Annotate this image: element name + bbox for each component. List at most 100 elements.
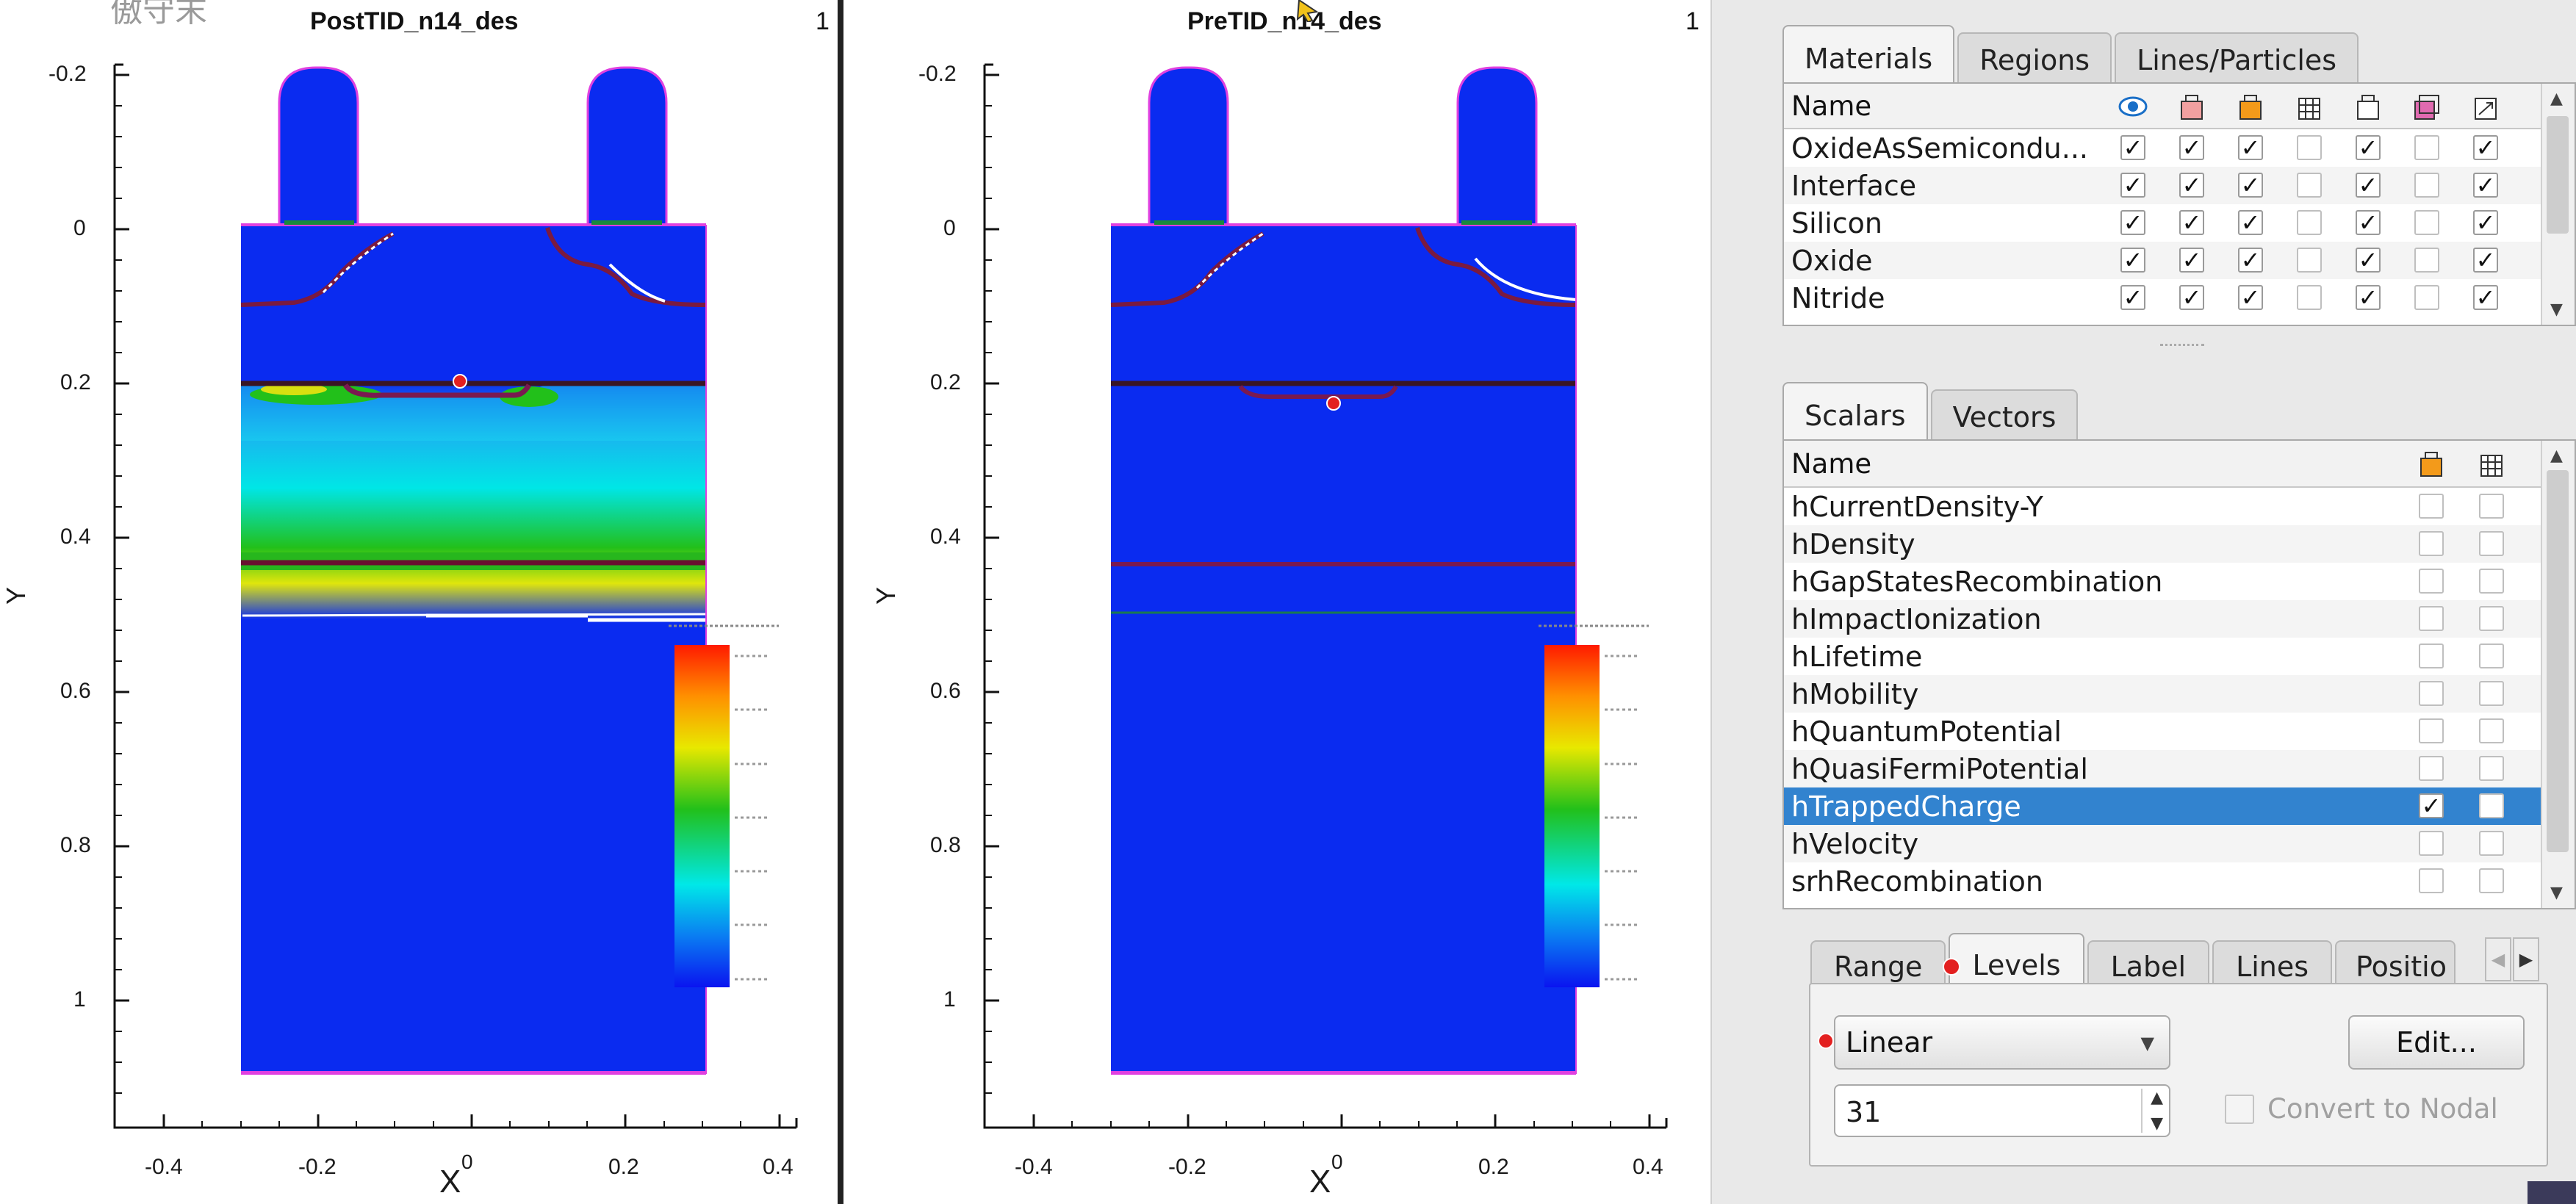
outline-box-icon[interactable] [2353, 91, 2383, 122]
list-item[interactable]: hTrappedCharge ✓ [1784, 787, 2575, 825]
list-item[interactable]: Silicon [1784, 204, 2575, 242]
scalar-checkbox[interactable] [2479, 606, 2504, 631]
scale-select[interactable]: Linear ▼ [1834, 1015, 2170, 1070]
scalar-checkbox[interactable] [2479, 644, 2504, 668]
arrow-box-icon[interactable] [2470, 91, 2501, 122]
list-item[interactable]: hImpactIonization [1784, 600, 2575, 638]
list-item[interactable]: hLifetime [1784, 638, 2575, 675]
scalar-checkbox[interactable]: ✓ [2419, 793, 2444, 818]
tab-scalars[interactable]: Scalars [1782, 382, 1928, 445]
material-visibility-checkbox[interactable]: ✓ [2238, 210, 2263, 235]
scalar-checkbox[interactable] [2419, 718, 2444, 743]
material-visibility-checkbox[interactable]: ✓ [2179, 210, 2204, 235]
scalar-checkbox[interactable] [2479, 831, 2504, 856]
list-item[interactable]: hCurrentDensity-Y [1784, 488, 2575, 525]
material-visibility-checkbox[interactable]: ✓ [2120, 173, 2145, 198]
plot-view-posttid[interactable]: 傲守末 PostTID_n14_des 1 [0, 0, 838, 1204]
scalars-scrollbar[interactable]: ▲ ▼ [2541, 441, 2575, 908]
scalar-checkbox[interactable] [2419, 756, 2444, 781]
material-visibility-checkbox[interactable]: ✓ [2356, 210, 2381, 235]
column-header-name[interactable]: Name [1791, 90, 1872, 122]
scalar-checkbox[interactable] [2419, 494, 2444, 519]
scalar-checkbox[interactable] [2479, 569, 2504, 594]
scalar-checkbox[interactable] [2419, 606, 2444, 631]
plot-view-pretid[interactable]: PreTID_n14_des 1 [858, 0, 1710, 1204]
scroll-up-icon[interactable]: ▲ [2550, 90, 2563, 108]
material-visibility-checkbox[interactable]: ✓ [2120, 285, 2145, 310]
material-visibility-checkbox[interactable]: ✓ [2473, 248, 2498, 273]
scalar-checkbox[interactable] [2479, 681, 2504, 706]
material-visibility-checkbox[interactable] [2414, 173, 2439, 198]
material-visibility-checkbox[interactable] [2297, 248, 2322, 273]
material-visibility-checkbox[interactable]: ✓ [2238, 285, 2263, 310]
material-visibility-checkbox[interactable] [2414, 248, 2439, 273]
scalar-checkbox[interactable] [2419, 644, 2444, 668]
list-item[interactable]: hQuantumPotential [1784, 713, 2575, 750]
spin-up-icon[interactable]: ▲ [2151, 1089, 2163, 1107]
scalar-checkbox[interactable] [2479, 718, 2504, 743]
material-visibility-checkbox[interactable]: ✓ [2120, 135, 2145, 160]
scalar-checkbox[interactable] [2419, 681, 2444, 706]
orange-box-icon[interactable] [2416, 448, 2447, 479]
material-visibility-checkbox[interactable]: ✓ [2356, 285, 2381, 310]
material-visibility-checkbox[interactable]: ✓ [2238, 135, 2263, 160]
list-item[interactable]: hDensity [1784, 525, 2575, 563]
material-visibility-checkbox[interactable] [2414, 135, 2439, 160]
list-item[interactable]: hGapStatesRecombination [1784, 563, 2575, 600]
tab-levels[interactable]: Levels [1949, 933, 2084, 992]
list-item[interactable]: Nitride [1784, 279, 2575, 317]
scroll-down-icon[interactable]: ▼ [2550, 300, 2563, 319]
scalar-checkbox[interactable] [2419, 868, 2444, 893]
tab-scroll-left-button[interactable]: ◀ [2485, 937, 2511, 981]
scalar-checkbox[interactable] [2479, 756, 2504, 781]
material-visibility-checkbox[interactable]: ✓ [2238, 248, 2263, 273]
material-visibility-checkbox[interactable]: ✓ [2120, 248, 2145, 273]
stacked-box-icon[interactable] [2411, 91, 2442, 122]
scalar-checkbox[interactable] [2479, 793, 2504, 818]
scroll-up-icon[interactable]: ▲ [2550, 447, 2563, 465]
orange-box-icon[interactable] [2235, 91, 2266, 122]
material-visibility-checkbox[interactable]: ✓ [2473, 285, 2498, 310]
material-visibility-checkbox[interactable]: ✓ [2238, 173, 2263, 198]
material-visibility-checkbox[interactable] [2297, 285, 2322, 310]
levels-count-spinbox[interactable]: 31 ▲ ▼ [1834, 1084, 2170, 1137]
list-item[interactable]: hQuasiFermiPotential [1784, 750, 2575, 787]
scalar-checkbox[interactable] [2479, 868, 2504, 893]
scalar-checkbox[interactable] [2419, 569, 2444, 594]
eye-icon[interactable] [2118, 91, 2148, 122]
scalar-checkbox[interactable] [2479, 531, 2504, 556]
grid-box-icon[interactable] [2294, 91, 2325, 122]
list-item[interactable]: srhRecombination [1784, 862, 2575, 900]
list-item[interactable]: hVelocity [1784, 825, 2575, 862]
edit-button[interactable]: Edit... [2348, 1015, 2525, 1070]
tab-vectors[interactable]: Vectors [1930, 389, 2079, 445]
material-visibility-checkbox[interactable]: ✓ [2120, 210, 2145, 235]
scalar-checkbox[interactable] [2479, 494, 2504, 519]
material-visibility-checkbox[interactable] [2297, 210, 2322, 235]
material-visibility-checkbox[interactable]: ✓ [2179, 135, 2204, 160]
material-visibility-checkbox[interactable] [2414, 210, 2439, 235]
material-visibility-checkbox[interactable]: ✓ [2356, 173, 2381, 198]
material-visibility-checkbox[interactable]: ✓ [2473, 210, 2498, 235]
pink-box-icon[interactable] [2176, 91, 2207, 122]
material-visibility-checkbox[interactable]: ✓ [2473, 173, 2498, 198]
material-visibility-checkbox[interactable]: ✓ [2356, 248, 2381, 273]
column-header-name[interactable]: Name [1791, 447, 1872, 480]
material-visibility-checkbox[interactable] [2297, 173, 2322, 198]
tab-scroll-right-button[interactable]: ▶ [2513, 937, 2539, 981]
material-visibility-checkbox[interactable]: ✓ [2356, 135, 2381, 160]
convert-to-nodal-checkbox[interactable] [2225, 1095, 2254, 1124]
list-item[interactable]: hMobility [1784, 675, 2575, 713]
material-visibility-checkbox[interactable]: ✓ [2179, 248, 2204, 273]
material-visibility-checkbox[interactable]: ✓ [2179, 285, 2204, 310]
scalar-checkbox[interactable] [2419, 831, 2444, 856]
grid-box-icon[interactable] [2476, 448, 2507, 479]
scalar-checkbox[interactable] [2419, 531, 2444, 556]
scroll-thumb[interactable] [2547, 470, 2569, 852]
material-visibility-checkbox[interactable]: ✓ [2473, 135, 2498, 160]
splitter-handle[interactable] [2160, 344, 2204, 350]
materials-scrollbar[interactable]: ▲ ▼ [2541, 84, 2575, 325]
tab-regions[interactable]: Regions [1957, 32, 2112, 88]
scroll-down-icon[interactable]: ▼ [2550, 884, 2563, 902]
scroll-thumb[interactable] [2547, 116, 2569, 234]
